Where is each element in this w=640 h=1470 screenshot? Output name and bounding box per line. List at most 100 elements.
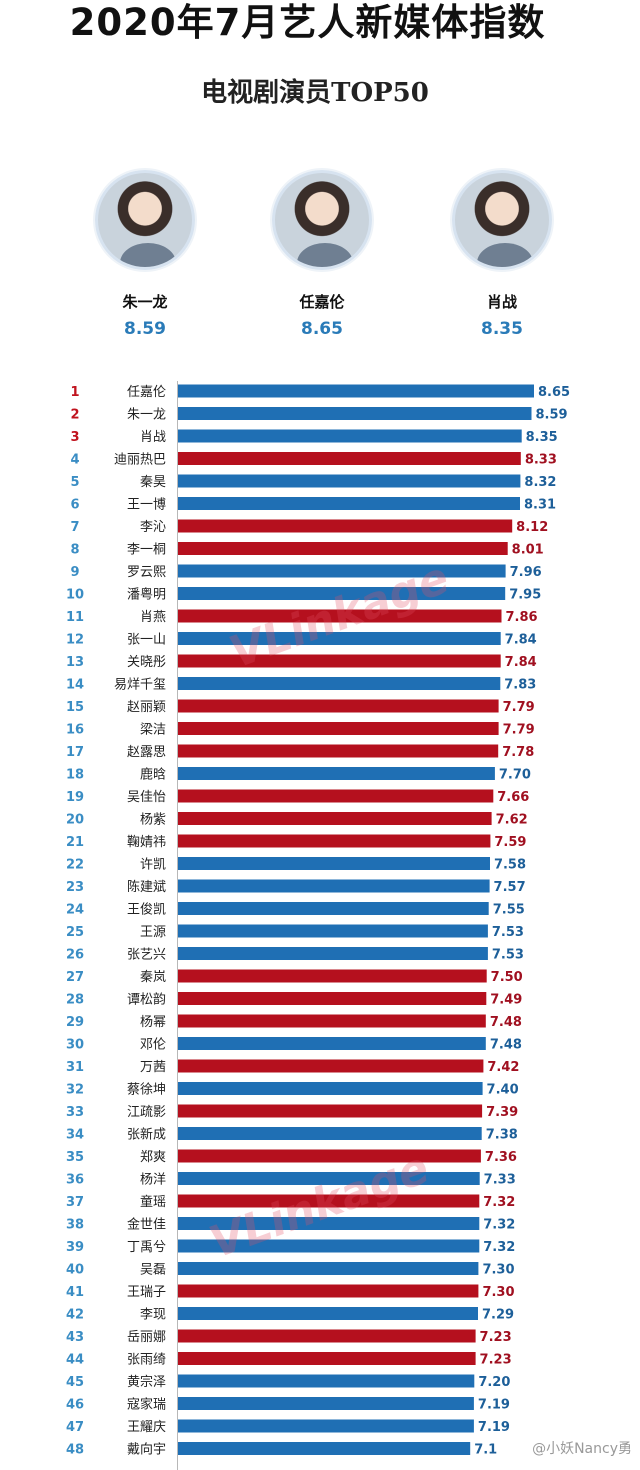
value-label: 8.01 bbox=[512, 543, 544, 558]
category-label: 吴佳怡 bbox=[127, 790, 166, 805]
rank-label: 32 bbox=[66, 1083, 84, 1098]
bar bbox=[178, 654, 501, 668]
bar bbox=[178, 497, 520, 510]
rank-label: 25 bbox=[66, 925, 84, 940]
rank-label: 13 bbox=[66, 655, 84, 670]
value-label: 7.55 bbox=[493, 903, 525, 918]
bar bbox=[178, 429, 522, 443]
bar bbox=[178, 1284, 479, 1298]
bar bbox=[178, 384, 534, 398]
podium-third: 肖战 8.35 bbox=[437, 170, 567, 340]
category-label: 吴磊 bbox=[140, 1263, 166, 1278]
category-label: 梁洁 bbox=[140, 723, 166, 738]
rank-label: 24 bbox=[66, 903, 84, 918]
category-label: 李一桐 bbox=[127, 543, 166, 558]
category-label: 王俊凯 bbox=[127, 903, 166, 918]
category-label: 张新成 bbox=[127, 1127, 166, 1143]
category-label: 赵丽颖 bbox=[127, 700, 166, 715]
rank-label: 5 bbox=[70, 475, 79, 490]
category-label: 丁禹兮 bbox=[127, 1240, 166, 1255]
bar bbox=[178, 1104, 483, 1118]
value-label: 7.84 bbox=[505, 655, 537, 670]
value-label: 7.36 bbox=[485, 1150, 517, 1165]
value-label: 7.84 bbox=[505, 633, 537, 648]
rank-label: 18 bbox=[66, 768, 84, 783]
bar bbox=[178, 1172, 480, 1185]
bar bbox=[178, 789, 494, 803]
bar bbox=[178, 924, 488, 938]
value-label: 8.32 bbox=[524, 475, 556, 490]
value-label: 7.49 bbox=[490, 993, 522, 1008]
value-label: 7.23 bbox=[480, 1330, 512, 1345]
rank-label: 8 bbox=[70, 543, 79, 558]
rank-label: 45 bbox=[66, 1375, 84, 1390]
value-label: 7.96 bbox=[510, 565, 542, 580]
bar bbox=[178, 992, 487, 1005]
podium-first: 任嘉伦 8.65 bbox=[257, 170, 387, 340]
bar bbox=[178, 834, 491, 848]
category-label: 王瑞子 bbox=[127, 1285, 166, 1300]
page-title: 2020年7月艺人新媒体指数 bbox=[69, 1, 546, 44]
bar bbox=[178, 632, 501, 645]
category-label: 秦昊 bbox=[140, 475, 166, 490]
value-label: 7.58 bbox=[494, 858, 526, 873]
rank-label: 28 bbox=[66, 993, 84, 1008]
bar bbox=[178, 1037, 486, 1050]
bar bbox=[178, 699, 499, 713]
rank-label: 7 bbox=[70, 520, 79, 535]
bar bbox=[178, 1352, 476, 1365]
rank-label: 6 bbox=[70, 498, 79, 513]
category-label: 赵露思 bbox=[127, 745, 166, 760]
bar bbox=[178, 542, 508, 555]
category-label: 寇家瑞 bbox=[127, 1397, 166, 1413]
value-label: 7.79 bbox=[503, 700, 535, 715]
rank-label: 16 bbox=[66, 723, 84, 738]
category-label: 许凯 bbox=[140, 858, 166, 873]
bar bbox=[178, 857, 490, 870]
rank-label: 31 bbox=[66, 1060, 84, 1075]
category-label: 张一山 bbox=[127, 633, 166, 648]
bar bbox=[178, 1307, 478, 1320]
rank-label: 43 bbox=[66, 1330, 84, 1345]
value-label: 7.32 bbox=[483, 1195, 515, 1210]
rank-label: 42 bbox=[66, 1308, 84, 1323]
rank-label: 1 bbox=[70, 385, 79, 400]
podium-score: 8.65 bbox=[301, 319, 343, 339]
value-label: 7.32 bbox=[483, 1218, 515, 1233]
podium-score: 8.35 bbox=[481, 319, 523, 339]
bar bbox=[178, 564, 506, 578]
bar bbox=[178, 1194, 480, 1208]
value-label: 7.19 bbox=[478, 1398, 510, 1413]
category-label: 肖战 bbox=[140, 430, 166, 445]
bar bbox=[178, 1082, 483, 1095]
podium-second: 朱一龙 8.59 bbox=[80, 170, 210, 340]
category-label: 万茜 bbox=[140, 1060, 166, 1075]
rank-label: 35 bbox=[66, 1150, 84, 1165]
value-label: 7.53 bbox=[492, 948, 524, 963]
category-label: 迪丽热巴 bbox=[114, 453, 166, 468]
value-label: 7.19 bbox=[478, 1420, 510, 1435]
value-label: 7.53 bbox=[492, 925, 524, 940]
rank-label: 29 bbox=[66, 1015, 84, 1030]
rank-label: 19 bbox=[66, 790, 84, 805]
avatar bbox=[452, 170, 552, 270]
rank-label: 23 bbox=[66, 880, 84, 895]
value-label: 8.33 bbox=[525, 453, 557, 468]
value-label: 7.32 bbox=[483, 1240, 515, 1255]
value-label: 8.35 bbox=[526, 430, 558, 445]
category-label: 任嘉伦 bbox=[127, 385, 166, 400]
bar bbox=[178, 1442, 471, 1455]
bar bbox=[178, 902, 489, 915]
podium-name: 任嘉伦 bbox=[299, 293, 345, 311]
rank-label: 30 bbox=[66, 1038, 84, 1053]
rank-label: 36 bbox=[66, 1173, 84, 1188]
bar bbox=[178, 1419, 474, 1433]
bar bbox=[178, 519, 513, 533]
bar bbox=[178, 1014, 486, 1028]
category-label: 张艺兴 bbox=[127, 948, 166, 963]
bar bbox=[178, 947, 488, 960]
rank-label: 33 bbox=[66, 1105, 84, 1120]
weibo-handle: @小妖Nancy勇 bbox=[532, 1441, 632, 1457]
bar bbox=[178, 969, 487, 983]
value-label: 7.33 bbox=[484, 1173, 516, 1188]
